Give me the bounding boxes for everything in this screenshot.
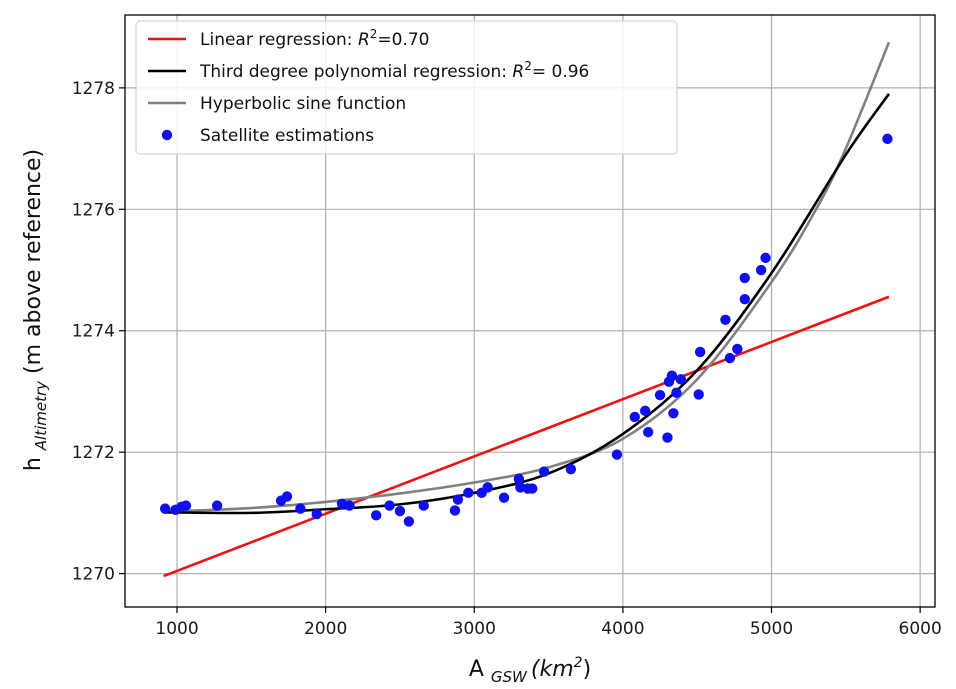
data-point	[666, 370, 678, 381]
data-point	[482, 482, 493, 493]
x-axis-label-sub: GSW	[491, 668, 528, 686]
legend-label-poly: Third degree polynomial regression: R2= …	[199, 59, 589, 82]
linear-regression-line	[163, 295, 890, 578]
data-point	[281, 491, 293, 502]
data-point	[724, 352, 736, 364]
plot-frame	[124, 14, 936, 608]
legend-r-symbol: R	[512, 62, 524, 82]
y-tick-label: 1272	[72, 443, 115, 463]
legend-box	[135, 20, 678, 155]
x-tick-label: 4000	[601, 619, 644, 639]
x-tick-label: 6000	[899, 619, 942, 639]
third-degree-polynomial-regression-line	[163, 93, 890, 515]
y-axis-label-main: h	[21, 450, 46, 471]
data-point	[384, 500, 395, 511]
y-axis-label-rest: (m above reference)	[21, 149, 46, 381]
data-point	[693, 389, 704, 400]
x-tick-label: 5000	[750, 619, 793, 639]
y-tick-label: 1278	[72, 79, 115, 99]
data-point	[449, 505, 461, 516]
data-point	[159, 503, 171, 514]
y-tick-label: 1274	[72, 322, 115, 342]
data-point	[611, 449, 623, 460]
data-point	[739, 272, 750, 284]
data-point	[629, 411, 640, 423]
data-point	[463, 487, 474, 499]
data-point	[394, 505, 406, 517]
data-point	[882, 133, 893, 145]
data-point	[755, 264, 767, 276]
data-point	[694, 346, 706, 358]
ticks: 1000 2000 3000 4000 5000 6000 1270 1272 1274 1276…	[72, 79, 942, 639]
data-point	[642, 426, 654, 438]
x-axis-label-unit-exp: 2	[574, 655, 583, 671]
x-axis-label-unit-close: )	[583, 657, 592, 682]
y-tick-label: 1276	[72, 200, 115, 220]
data-point	[739, 293, 750, 305]
data-point	[668, 408, 679, 419]
hyperbolic-sine-function-line	[163, 41, 891, 513]
legend-r-exponent: 2	[370, 27, 378, 41]
data-point	[452, 494, 464, 505]
legend-label-points: Satellite estimations	[200, 126, 374, 146]
legend-r-value: =0.70	[377, 30, 429, 50]
legend-swatch-points	[161, 129, 173, 141]
data-point	[295, 503, 306, 514]
y-axis-label: h Altimetry (m above reference)	[21, 149, 50, 471]
data-point	[732, 343, 743, 355]
x-axis-label-main: A	[469, 657, 491, 682]
legend-label-text: Third degree polynomial regression:	[199, 62, 512, 82]
data-point	[538, 466, 550, 477]
data-point	[370, 510, 382, 521]
legend-r-symbol: R	[358, 30, 370, 50]
data-point	[527, 483, 538, 494]
data-point	[498, 492, 510, 503]
data-point	[211, 500, 223, 511]
data-point	[675, 374, 687, 385]
data-point	[180, 500, 192, 511]
x-tick-label: 1000	[155, 619, 198, 639]
data-point	[654, 389, 666, 401]
legend-label-linear: Linear regression: R2=0.70	[200, 27, 430, 50]
x-tick-label: 3000	[453, 619, 496, 639]
y-axis-label-sub: Altimetry	[32, 380, 50, 451]
legend-label-text: Linear regression:	[200, 30, 358, 50]
data-point	[565, 463, 577, 475]
plot-points	[159, 133, 893, 527]
x-axis-label-unit: (km	[531, 657, 574, 682]
data-point	[311, 508, 322, 520]
legend-r-exponent: 2	[524, 59, 532, 73]
data-point	[513, 473, 525, 485]
legend-label-text: Hyperbolic sine function	[200, 94, 406, 114]
y-tick-label: 1270	[72, 565, 115, 585]
data-point	[403, 516, 415, 527]
x-axis-label: A GSW (km2)	[469, 655, 591, 686]
x-tick-label: 2000	[304, 619, 347, 639]
data-point	[344, 500, 355, 511]
data-point	[639, 405, 651, 417]
data-point	[418, 500, 429, 511]
data-point	[671, 387, 682, 398]
legend-r-value: = 0.96	[532, 62, 590, 82]
legend-label-text: Satellite estimations	[200, 126, 374, 146]
data-point	[720, 314, 731, 326]
data-point	[760, 252, 771, 264]
legend-label-sinh: Hyperbolic sine function	[200, 94, 406, 114]
plot-lines	[163, 41, 891, 578]
data-point	[662, 432, 673, 443]
